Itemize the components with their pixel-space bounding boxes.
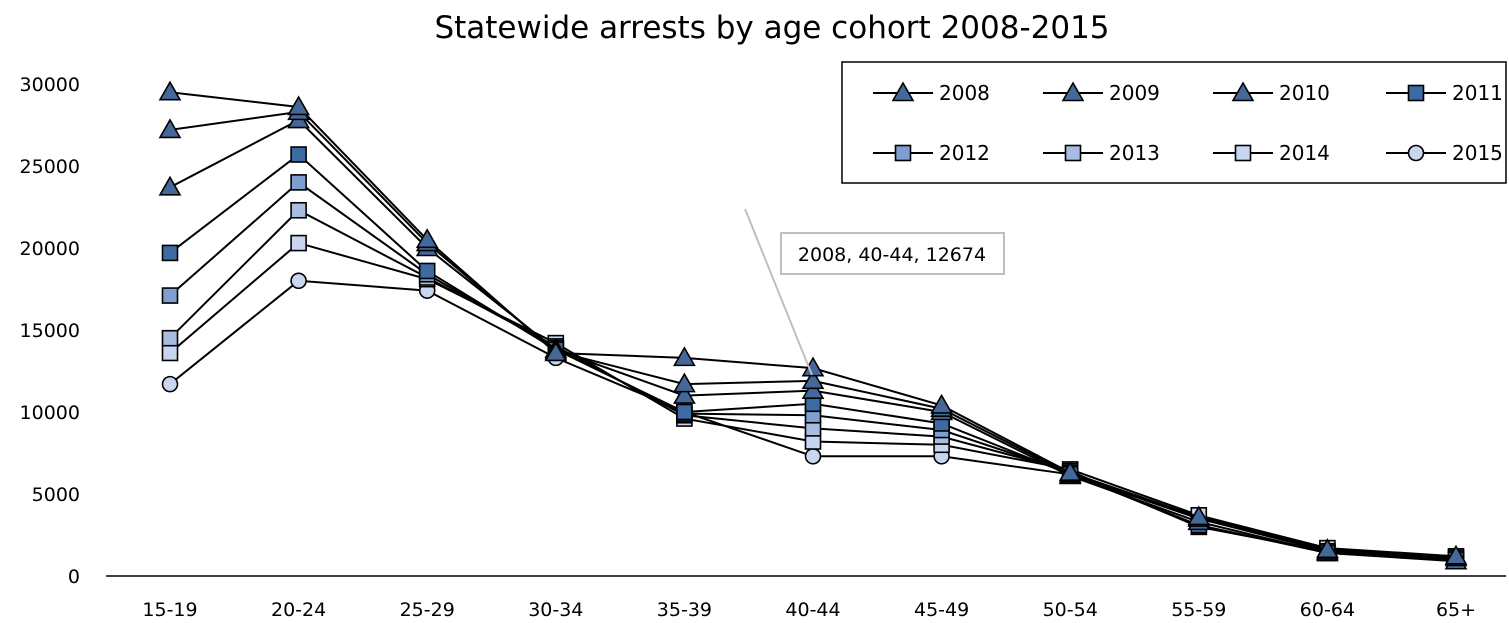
y-tick-label: 25000	[20, 156, 80, 178]
legend-entry-2015: 2015	[1386, 141, 1503, 165]
data-point-triangle	[673, 346, 696, 367]
x-tick-label: 55-59	[1171, 599, 1226, 621]
x-tick-label: 25-29	[400, 599, 455, 621]
y-tick-label: 0	[68, 566, 80, 588]
data-point-square	[290, 174, 307, 191]
x-tick-label: 65+	[1436, 599, 1476, 621]
tooltip-box	[780, 232, 1005, 275]
legend-label: 2008	[939, 81, 990, 105]
y-axis: 0 5000 10000 15000 20000 25000 30000	[20, 74, 80, 588]
data-point-square	[290, 146, 307, 163]
data-point-square	[161, 287, 179, 304]
data-point-triangle	[158, 118, 182, 139]
tooltip-leader-line	[744, 208, 813, 376]
legend-entry-2013: 2013	[1043, 141, 1160, 165]
data-point-triangle	[1444, 544, 1468, 565]
x-tick-label: 30-34	[528, 599, 583, 621]
data-point-circle	[1407, 144, 1425, 162]
legend-label: 2015	[1452, 141, 1503, 165]
data-point-triangle	[930, 393, 953, 414]
legend-entry-2009: 2009	[1043, 81, 1160, 105]
legend-label: 2009	[1109, 81, 1160, 105]
data-point-triangle	[544, 341, 568, 362]
x-axis: 15-19 20-24 25-29 30-34 35-39 40-44 45-49 50-54…	[106, 575, 1506, 621]
data-point-square	[161, 244, 179, 262]
data-point-triangle	[673, 383, 696, 404]
data-point-square	[1234, 144, 1252, 162]
data-point-triangle	[1316, 538, 1339, 559]
data-point-triangle	[801, 369, 825, 390]
legend-entry-2014: 2014	[1213, 141, 1330, 165]
x-tick-label: 15-19	[142, 599, 197, 621]
data-point-triangle	[415, 228, 439, 249]
data-point-triangle	[1187, 505, 1211, 526]
legend-label: 2011	[1452, 81, 1503, 105]
x-tick-label: 60-64	[1300, 599, 1355, 621]
data-point-triangle	[801, 379, 825, 399]
y-tick-label: 10000	[20, 402, 80, 424]
data-point-square	[1064, 144, 1082, 162]
data-point-triangle	[158, 175, 182, 196]
data-point-triangle	[891, 81, 915, 102]
chart-title: Statewide arrests by age cohort 2008-201…	[434, 10, 1109, 46]
y-tick-label: 5000	[32, 484, 80, 506]
data-point-triangle	[287, 95, 310, 116]
x-tick-label: 50-54	[1043, 599, 1098, 621]
x-tick-label: 45-49	[914, 599, 969, 621]
data-point-circle	[290, 272, 307, 290]
legend-box	[841, 61, 1507, 184]
series-line	[169, 118, 1457, 563]
legend-entry-2011: 2011	[1386, 81, 1503, 105]
series-2008	[158, 80, 1468, 565]
data-point-circle	[804, 447, 822, 465]
data-point-square	[290, 234, 307, 252]
legend-entry-2012: 2012	[873, 141, 990, 165]
x-tick-label: 20-24	[271, 599, 326, 621]
data-point-square	[894, 144, 912, 162]
data-point-square	[418, 262, 436, 280]
y-tick-label: 30000	[20, 74, 80, 96]
legend-label: 2013	[1109, 141, 1160, 165]
tooltip-text: 2008, 40-44, 12674	[798, 244, 986, 266]
series-layer	[158, 80, 1468, 570]
data-point-square	[161, 329, 179, 347]
legend-label: 2012	[939, 141, 990, 165]
x-tick-label: 35-39	[657, 599, 712, 621]
data-point-square	[161, 344, 179, 362]
data-point-triangle	[1231, 81, 1255, 102]
y-tick-label: 15000	[20, 320, 80, 342]
legend-entry-2010: 2010	[1213, 81, 1330, 105]
tooltip: 2008, 40-44, 12674	[744, 208, 1005, 376]
data-point-square	[290, 201, 307, 219]
data-point-circle	[161, 375, 179, 393]
data-point-square	[1407, 84, 1425, 102]
y-tick-label: 20000	[20, 238, 80, 260]
data-point-triangle	[1058, 461, 1082, 481]
legend-label: 2014	[1279, 141, 1330, 165]
legend-entry-2008: 2008	[873, 81, 990, 105]
legend-label: 2010	[1279, 81, 1330, 105]
data-point-triangle	[1061, 81, 1085, 102]
data-point-triangle	[673, 372, 696, 393]
legend: 2008 2009 2010 2011 2012 2013 2014 2015	[841, 61, 1507, 184]
x-tick-label: 40-44	[785, 599, 840, 621]
data-point-square	[676, 403, 693, 421]
data-point-triangle	[158, 80, 182, 101]
